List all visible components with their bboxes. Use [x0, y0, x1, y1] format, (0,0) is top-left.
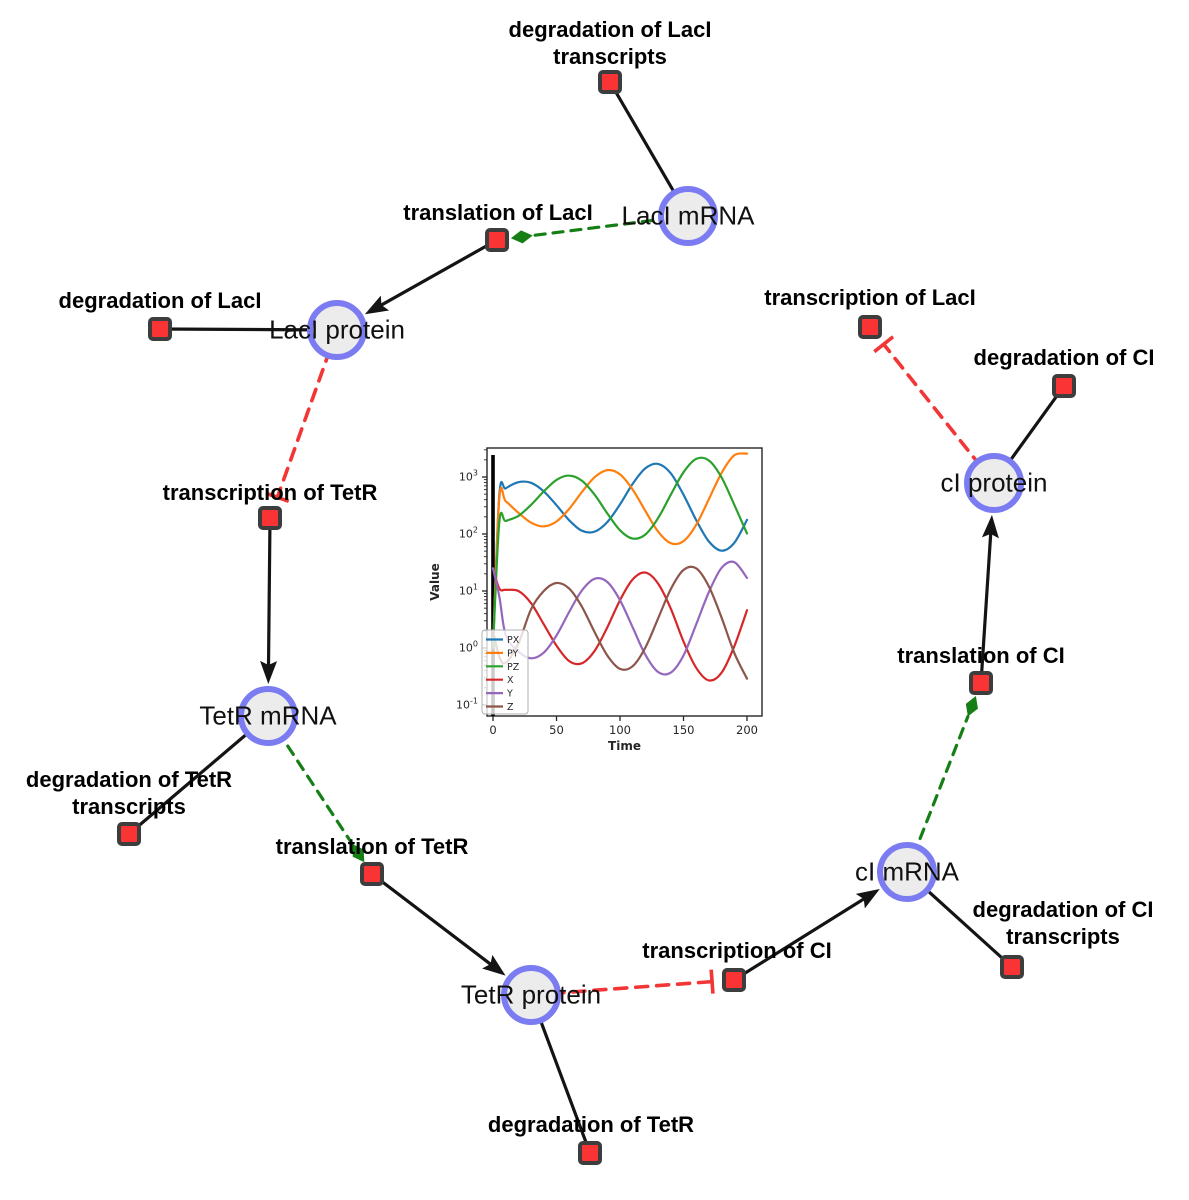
x-tick-label: 200: [736, 723, 758, 737]
legend: PX PY PZ XYZ: [481, 629, 529, 715]
inset-chart: 10-1 100 101 102 103 0 50 100 150 200 Time Value PX P…: [425, 438, 775, 770]
inhibition-tbar-icon: [709, 969, 715, 994]
species-node-tetr-mrna[interactable]: [238, 686, 298, 746]
species-node-ci-protein[interactable]: [964, 453, 1024, 513]
x-tick-label: 0: [489, 723, 496, 737]
y-tick-label: 103: [459, 469, 478, 484]
reaction-node-deg-laci-tx[interactable]: [598, 70, 622, 94]
series-line-PY: [491, 452, 749, 650]
legend-label-PX: PX: [507, 635, 520, 646]
series-line-Z: [491, 565, 749, 680]
legend-label-Y: Y: [506, 689, 513, 700]
reaction-node-deg-tetr[interactable]: [578, 1141, 602, 1165]
edge-txn-ci-ci-mrna: [732, 888, 880, 982]
y-tick-label: 101: [459, 583, 478, 598]
species-node-tetr-protein[interactable]: [501, 965, 561, 1025]
reaction-node-deg-laci[interactable]: [148, 317, 172, 341]
legend-label-Z: Z: [507, 702, 514, 713]
series-group: [491, 452, 749, 682]
y-tick-label: 100: [459, 640, 478, 655]
modifier-diamond-icon: [965, 696, 978, 717]
edge-txn-tetr-tetr-mrna: [260, 516, 278, 685]
legend-label-PZ: PZ: [507, 662, 520, 673]
legend-label-PY: PY: [507, 648, 519, 659]
species-node-ci-mrna[interactable]: [877, 842, 937, 902]
arrowhead-icon: [260, 660, 278, 685]
reaction-node-txn-ci[interactable]: [722, 968, 746, 992]
reaction-node-txn-laci[interactable]: [858, 315, 882, 339]
y-tick-label: 10-1: [456, 697, 478, 712]
series-line-X: [491, 567, 749, 682]
arrowhead-icon: [482, 954, 506, 976]
edge-transl-tetr-tetr-protein: [370, 872, 506, 976]
inhibition-tbar-icon: [873, 335, 895, 354]
series-line-Y: [491, 560, 749, 676]
x-tick-label: 50: [549, 723, 564, 737]
x-axis-label: Time: [608, 739, 641, 753]
edge-transl-laci-laci-protein: [364, 238, 499, 315]
axes-box: [486, 447, 763, 717]
species-node-laci-protein[interactable]: [307, 300, 367, 360]
edge-tetr-protein-txn-ci: [529, 969, 715, 997]
inhibition-tbar-icon: [265, 491, 290, 504]
x-tick-label: 150: [673, 723, 695, 737]
y-tick-label: 102: [459, 526, 478, 541]
reaction-node-transl-tetr[interactable]: [360, 862, 384, 886]
reaction-node-deg-ci[interactable]: [1052, 374, 1076, 398]
series-line-PX: [491, 462, 749, 650]
reaction-node-txn-tetr[interactable]: [258, 506, 282, 530]
arrowhead-icon: [981, 514, 999, 539]
species-node-laci-mrna[interactable]: [658, 186, 718, 246]
legend-label-X: X: [507, 675, 514, 686]
reaction-node-transl-laci[interactable]: [485, 228, 509, 252]
reaction-node-transl-ci[interactable]: [969, 671, 993, 695]
series-line-PZ: [491, 456, 749, 650]
edge-transl-ci-ci-protein: [979, 514, 999, 685]
reaction-node-deg-ci-tx[interactable]: [1000, 955, 1024, 979]
reaction-node-deg-tetr-tx[interactable]: [117, 822, 141, 846]
x-tick-label: 100: [609, 723, 631, 737]
arrowhead-icon: [364, 295, 390, 315]
modifier-diamond-icon: [510, 230, 533, 244]
y-axis-label: Value: [428, 563, 442, 601]
modifier-diamond-icon: [352, 843, 365, 863]
arrowhead-icon: [855, 888, 880, 909]
